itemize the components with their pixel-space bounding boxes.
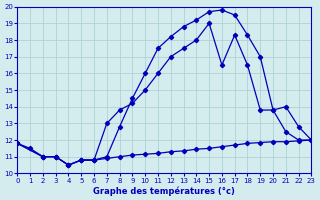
X-axis label: Graphe des températures (°c): Graphe des températures (°c) [93, 186, 235, 196]
